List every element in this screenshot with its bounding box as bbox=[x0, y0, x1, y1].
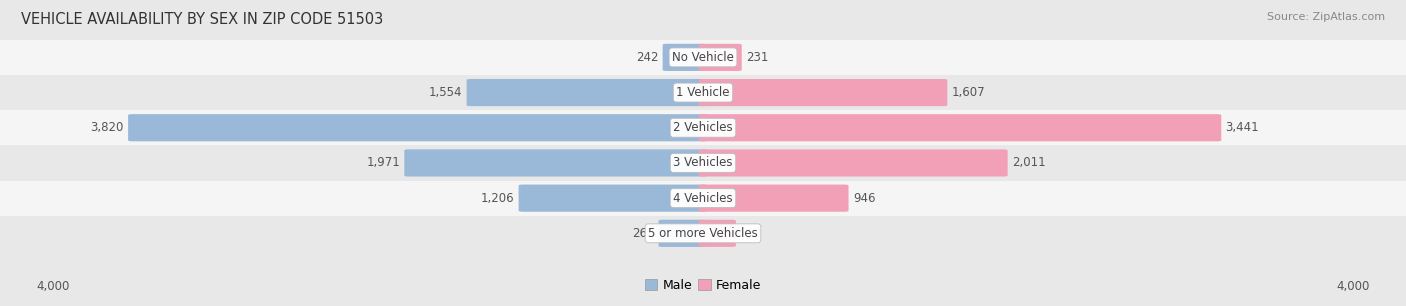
Text: 231: 231 bbox=[747, 51, 768, 64]
Legend: Male, Female: Male, Female bbox=[640, 274, 766, 297]
FancyBboxPatch shape bbox=[699, 149, 1008, 177]
FancyBboxPatch shape bbox=[699, 114, 1222, 141]
Text: 1,607: 1,607 bbox=[952, 86, 986, 99]
FancyBboxPatch shape bbox=[699, 44, 742, 71]
FancyBboxPatch shape bbox=[699, 79, 948, 106]
FancyBboxPatch shape bbox=[658, 220, 707, 247]
Bar bbox=[0, 40, 1406, 75]
Text: 192: 192 bbox=[740, 227, 762, 240]
Bar bbox=[0, 145, 1406, 181]
FancyBboxPatch shape bbox=[405, 149, 707, 177]
Bar bbox=[0, 110, 1406, 145]
Text: 3,820: 3,820 bbox=[90, 121, 124, 134]
FancyBboxPatch shape bbox=[467, 79, 707, 106]
Text: Source: ZipAtlas.com: Source: ZipAtlas.com bbox=[1267, 12, 1385, 22]
FancyBboxPatch shape bbox=[699, 220, 735, 247]
Text: 4,000: 4,000 bbox=[1336, 280, 1369, 293]
Text: 1,554: 1,554 bbox=[429, 86, 463, 99]
Text: No Vehicle: No Vehicle bbox=[672, 51, 734, 64]
Text: 4 Vehicles: 4 Vehicles bbox=[673, 192, 733, 205]
Text: 5 or more Vehicles: 5 or more Vehicles bbox=[648, 227, 758, 240]
Bar bbox=[0, 75, 1406, 110]
FancyBboxPatch shape bbox=[128, 114, 707, 141]
Text: 269: 269 bbox=[631, 227, 654, 240]
Text: 2,011: 2,011 bbox=[1012, 156, 1046, 170]
Text: 1 Vehicle: 1 Vehicle bbox=[676, 86, 730, 99]
FancyBboxPatch shape bbox=[662, 44, 707, 71]
Text: 4,000: 4,000 bbox=[37, 280, 70, 293]
Bar bbox=[0, 181, 1406, 216]
Text: 1,206: 1,206 bbox=[481, 192, 515, 205]
Text: 2 Vehicles: 2 Vehicles bbox=[673, 121, 733, 134]
Text: 3,441: 3,441 bbox=[1226, 121, 1260, 134]
Text: 242: 242 bbox=[636, 51, 658, 64]
Bar bbox=[0, 216, 1406, 251]
Text: 1,971: 1,971 bbox=[367, 156, 401, 170]
FancyBboxPatch shape bbox=[519, 185, 707, 212]
FancyBboxPatch shape bbox=[699, 185, 849, 212]
Text: VEHICLE AVAILABILITY BY SEX IN ZIP CODE 51503: VEHICLE AVAILABILITY BY SEX IN ZIP CODE … bbox=[21, 12, 384, 27]
Text: 946: 946 bbox=[853, 192, 876, 205]
Text: 3 Vehicles: 3 Vehicles bbox=[673, 156, 733, 170]
